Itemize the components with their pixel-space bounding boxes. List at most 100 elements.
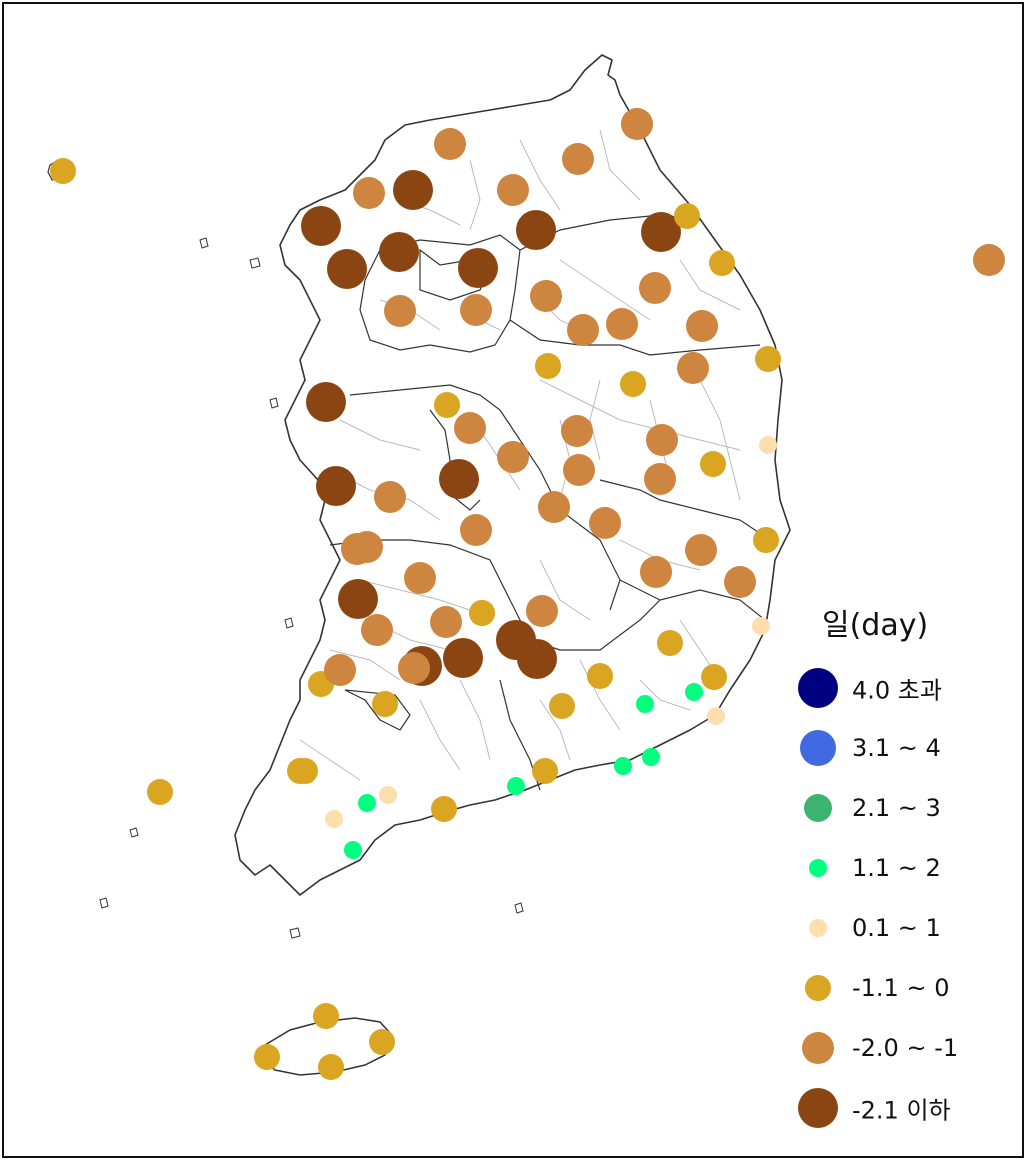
station-dot xyxy=(384,295,416,327)
station-dot xyxy=(621,108,653,140)
station-dot xyxy=(147,779,173,805)
station-dot xyxy=(755,346,781,372)
station-dot xyxy=(614,757,632,775)
station-dot xyxy=(393,170,433,210)
legend-label: 1.1 ~ 2 xyxy=(852,854,941,882)
station-dot xyxy=(431,796,457,822)
station-dot xyxy=(469,600,495,626)
station-dot xyxy=(677,352,709,384)
station-dot xyxy=(686,310,718,342)
station-dot xyxy=(361,614,393,646)
station-dot xyxy=(620,371,646,397)
legend-label: -1.1 ~ 0 xyxy=(852,974,950,1002)
mainland-outline xyxy=(234,54,791,896)
station-dot xyxy=(439,459,479,499)
station-dot xyxy=(324,654,356,686)
station-dot xyxy=(517,639,557,679)
legend-swatch xyxy=(802,1032,834,1064)
legend-item: -2.1 이하 xyxy=(790,1078,1010,1138)
station-dot xyxy=(538,491,570,523)
station-dot xyxy=(306,382,346,422)
station-dot xyxy=(404,562,436,594)
legend: 일(day) 4.0 초과 3.1 ~ 4 2.1 ~ 3 1.1 ~ 2 0.1 ~ … xyxy=(790,600,1010,1138)
legend-item: 3.1 ~ 4 xyxy=(790,718,1010,778)
station-dot xyxy=(724,566,756,598)
station-dot xyxy=(507,777,525,795)
legend-item: 4.0 초과 xyxy=(790,658,1010,718)
station-dot xyxy=(287,758,313,784)
station-dot xyxy=(700,451,726,477)
station-dot xyxy=(430,606,462,638)
legend-swatch xyxy=(809,919,827,937)
station-dot xyxy=(358,794,376,812)
station-dot xyxy=(640,556,672,588)
station-dot xyxy=(516,210,556,250)
legend-swatch xyxy=(800,730,836,766)
station-dot xyxy=(434,392,460,418)
station-dot xyxy=(674,203,700,229)
station-dot xyxy=(327,249,367,289)
station-dot xyxy=(563,454,595,486)
station-dot xyxy=(641,212,681,252)
station-dot xyxy=(374,481,406,513)
station-dot xyxy=(497,441,529,473)
station-dot xyxy=(685,534,717,566)
legend-items: 4.0 초과 3.1 ~ 4 2.1 ~ 3 1.1 ~ 2 0.1 ~ 1 -1.1 ~… xyxy=(790,658,1010,1138)
legend-item: -2.0 ~ -1 xyxy=(790,1018,1010,1078)
station-dot xyxy=(460,514,492,546)
station-dot xyxy=(606,308,638,340)
station-dot xyxy=(497,174,529,206)
station-dot xyxy=(458,248,498,288)
station-dot xyxy=(454,412,486,444)
station-dot xyxy=(753,527,779,553)
station-dot xyxy=(549,693,575,719)
station-dot xyxy=(589,507,621,539)
station-dot xyxy=(379,786,397,804)
station-dot xyxy=(973,244,1005,276)
legend-swatch xyxy=(798,668,838,708)
station-dot xyxy=(701,664,727,690)
station-dot xyxy=(318,1054,344,1080)
legend-label: -2.1 이하 xyxy=(852,1096,951,1125)
station-dot xyxy=(752,617,770,635)
station-dot xyxy=(709,250,735,276)
station-dot xyxy=(325,810,343,828)
station-dot xyxy=(254,1044,280,1070)
station-dot xyxy=(530,280,562,312)
station-dot xyxy=(636,695,654,713)
station-dot xyxy=(301,206,341,246)
station-dot xyxy=(685,683,703,701)
legend-label: 2.1 ~ 3 xyxy=(852,794,941,822)
legend-swatch xyxy=(805,975,831,1001)
station-dot xyxy=(642,748,660,766)
legend-label: -2.0 ~ -1 xyxy=(852,1034,959,1062)
station-dot xyxy=(351,531,383,563)
legend-label: 0.1 ~ 1 xyxy=(852,914,941,942)
legend-swatch xyxy=(809,859,827,877)
station-dot xyxy=(707,707,725,725)
station-dot xyxy=(646,424,678,456)
station-dots xyxy=(50,108,1005,1080)
station-dot xyxy=(353,177,385,209)
station-dot xyxy=(460,294,492,326)
legend-label: 4.0 초과 xyxy=(852,676,942,705)
station-dot xyxy=(526,595,558,627)
legend-item: -1.1 ~ 0 xyxy=(790,958,1010,1018)
legend-item: 1.1 ~ 2 xyxy=(790,838,1010,898)
station-dot xyxy=(639,272,671,304)
legend-title: 일(day) xyxy=(822,608,929,643)
station-dot xyxy=(562,143,594,175)
station-dot xyxy=(657,630,683,656)
legend-swatch xyxy=(798,1088,838,1128)
legend-item: 0.1 ~ 1 xyxy=(790,898,1010,958)
station-dot xyxy=(379,232,419,272)
station-dot xyxy=(561,415,593,447)
station-dot xyxy=(369,1029,395,1055)
station-dot xyxy=(398,652,430,684)
legend-swatch xyxy=(804,794,832,822)
station-dot xyxy=(372,691,398,717)
station-dot xyxy=(587,663,613,689)
station-dot xyxy=(338,579,378,619)
